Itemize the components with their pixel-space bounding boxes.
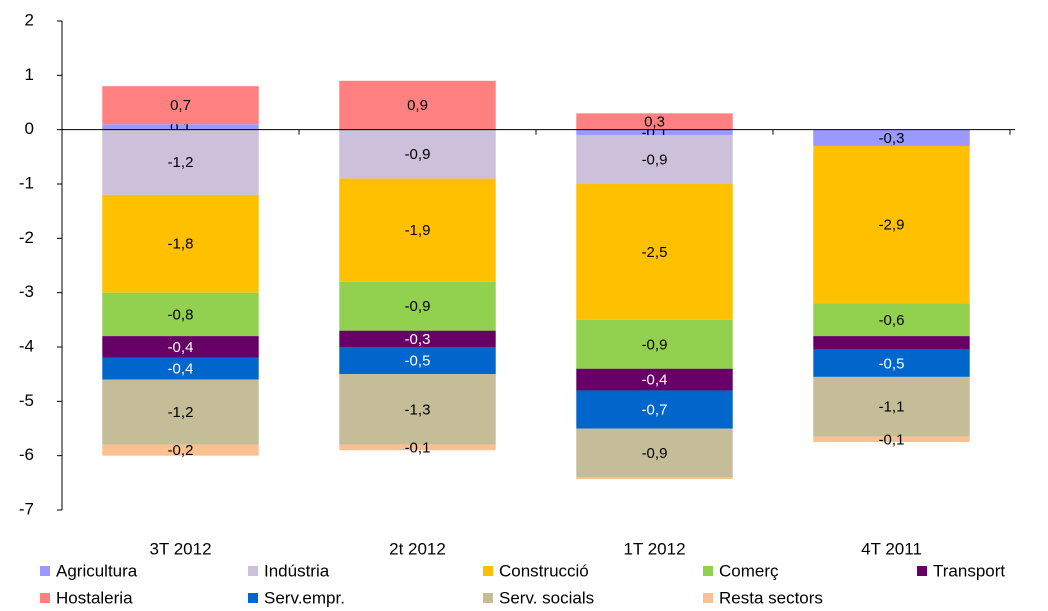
- legend-label: Comerç: [719, 561, 779, 580]
- data-label: -0,9: [405, 146, 431, 163]
- bar-segment: [813, 349, 970, 377]
- bar-segment: [102, 444, 259, 456]
- data-label: -1,2: [168, 154, 194, 171]
- data-label: -0,6: [879, 312, 905, 329]
- legend-swatch: [248, 566, 258, 576]
- data-label: -1,9: [405, 222, 431, 239]
- bar-segment: [339, 347, 496, 375]
- data-label: -2,9: [879, 217, 905, 234]
- bar-segment: [102, 379, 259, 445]
- data-label: -1,8: [168, 236, 194, 253]
- data-label: -0,9: [405, 298, 431, 315]
- y-tick-label: -3: [19, 282, 34, 301]
- legend-swatch: [483, 566, 493, 576]
- x-tick-label: 2t 2012: [389, 539, 446, 558]
- bar-segment: [102, 124, 259, 130]
- legend-label: Hostaleria: [56, 588, 133, 607]
- bar-segment: [813, 303, 970, 337]
- data-label: 0,7: [170, 97, 191, 114]
- legend-swatch: [40, 566, 50, 576]
- bar-segment: [576, 129, 733, 136]
- bar-segment: [576, 390, 733, 429]
- data-label: -0,5: [879, 355, 905, 372]
- data-label: -1,2: [168, 404, 194, 421]
- bar-segment: [813, 145, 970, 304]
- y-tick-label: -2: [19, 228, 34, 247]
- bar-segment: [339, 444, 496, 451]
- data-label: -0,2: [168, 442, 194, 459]
- y-tick-label: 0: [25, 119, 34, 138]
- legend-bg: [0, 558, 1048, 611]
- y-tick-label: 2: [25, 10, 34, 29]
- bar-segment: [576, 477, 733, 480]
- y-tick-label: -6: [19, 445, 34, 464]
- data-label: -0,7: [642, 401, 668, 418]
- legend-label: Indústria: [264, 561, 330, 580]
- data-label: -0,1: [879, 431, 905, 448]
- bar-segment: [576, 135, 733, 184]
- bar-segment: [339, 178, 496, 282]
- bar-segment: [102, 292, 259, 337]
- x-tick-label: 1T 2012: [623, 539, 685, 558]
- y-tick-label: -4: [19, 336, 34, 355]
- x-tick-label: 3T 2012: [149, 539, 211, 558]
- data-label: 0,3: [644, 113, 665, 130]
- data-label: -2,5: [642, 244, 668, 261]
- legend-label: Agricultura: [56, 561, 138, 580]
- bar-segment: [102, 194, 259, 293]
- data-label: -0,9: [642, 336, 668, 353]
- data-label: -0,3: [879, 130, 905, 147]
- bar-segment: [813, 376, 970, 437]
- bar-segment: [339, 330, 496, 347]
- bar-segment: [339, 374, 496, 445]
- legend-swatch: [483, 593, 493, 603]
- x-tick-label: 4T 2011: [861, 539, 922, 558]
- bar-segment: [102, 357, 259, 380]
- data-label: -0,8: [168, 306, 194, 323]
- bar-segment: [339, 80, 496, 130]
- y-tick-label: -7: [19, 499, 34, 518]
- y-tick-label: -1: [19, 173, 34, 192]
- y-tick-label: -5: [19, 391, 34, 410]
- data-label: -0,5: [405, 353, 431, 370]
- bar-segment: [576, 184, 733, 320]
- legend-swatch: [40, 593, 50, 603]
- data-label: -0,3: [405, 331, 431, 348]
- data-label: -0,9: [642, 445, 668, 462]
- y-tick-label: 1: [25, 65, 34, 84]
- bar-segment: [813, 129, 970, 146]
- bar-segment: [339, 281, 496, 331]
- data-label: -0,9: [642, 152, 668, 169]
- legend-swatch: [703, 566, 713, 576]
- bar-segment: [813, 436, 970, 443]
- bar-segment: [576, 368, 733, 391]
- bar-segment: [102, 336, 259, 358]
- data-label: -0,1: [405, 439, 431, 456]
- data-label: -1,1: [879, 399, 905, 416]
- legend-label: Serv.empr.: [264, 588, 345, 607]
- legend-swatch: [248, 593, 258, 603]
- data-label: -0,4: [168, 361, 194, 378]
- bar-segment: [813, 336, 970, 350]
- bar-segment: [102, 129, 259, 195]
- data-label: 0,9: [407, 97, 428, 114]
- legend-swatch: [703, 593, 713, 603]
- data-label: -0,4: [642, 372, 668, 389]
- legend-swatch: [917, 566, 927, 576]
- bar-segment: [339, 129, 496, 179]
- legend-label: Construcció: [499, 561, 589, 580]
- legend-label: Serv. socials: [499, 588, 594, 607]
- legend-label: Transport: [933, 561, 1005, 580]
- bar-segment: [576, 319, 733, 369]
- bar-segment: [102, 86, 259, 125]
- data-label: -0,4: [168, 339, 194, 356]
- bar-segment: [576, 428, 733, 478]
- bar-segment: [576, 113, 733, 130]
- data-label: -1,3: [405, 401, 431, 418]
- legend-label: Resta sectors: [719, 588, 823, 607]
